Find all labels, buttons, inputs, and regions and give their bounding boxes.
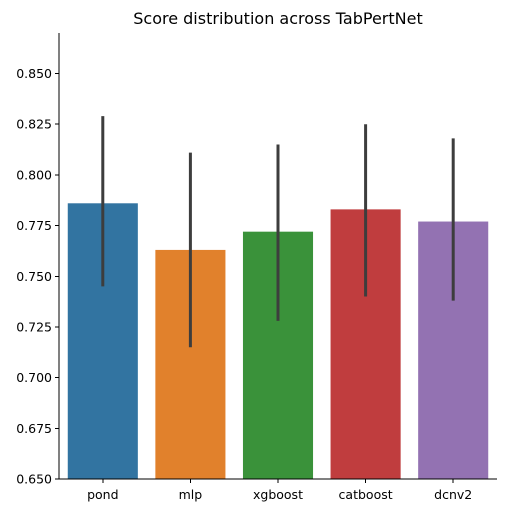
x-tick-label: mlp (179, 487, 203, 502)
x-axis: pond mlp xgboost catboost dcnv2 (87, 479, 472, 502)
x-tick-label: xgboost (253, 487, 303, 502)
y-axis: 0.650 0.675 0.700 0.725 0.750 0.775 0.800 0.825… (16, 66, 59, 487)
y-tick-label: 0.725 (16, 319, 52, 334)
x-tick-label: dcnv2 (434, 487, 472, 502)
x-tick-label: pond (87, 487, 118, 502)
y-tick-label: 0.850 (16, 66, 52, 81)
y-tick-label: 0.775 (16, 218, 52, 233)
x-tick-label: catboost (339, 487, 393, 502)
chart-title: Score distribution across TabPertNet (133, 9, 422, 28)
y-tick-label: 0.800 (16, 167, 52, 182)
y-tick-label: 0.650 (16, 472, 52, 487)
y-tick-label: 0.825 (16, 117, 52, 132)
y-tick-label: 0.750 (16, 269, 52, 284)
y-tick-label: 0.700 (16, 370, 52, 385)
y-tick-label: 0.675 (16, 421, 52, 436)
error-bars (101, 116, 455, 348)
